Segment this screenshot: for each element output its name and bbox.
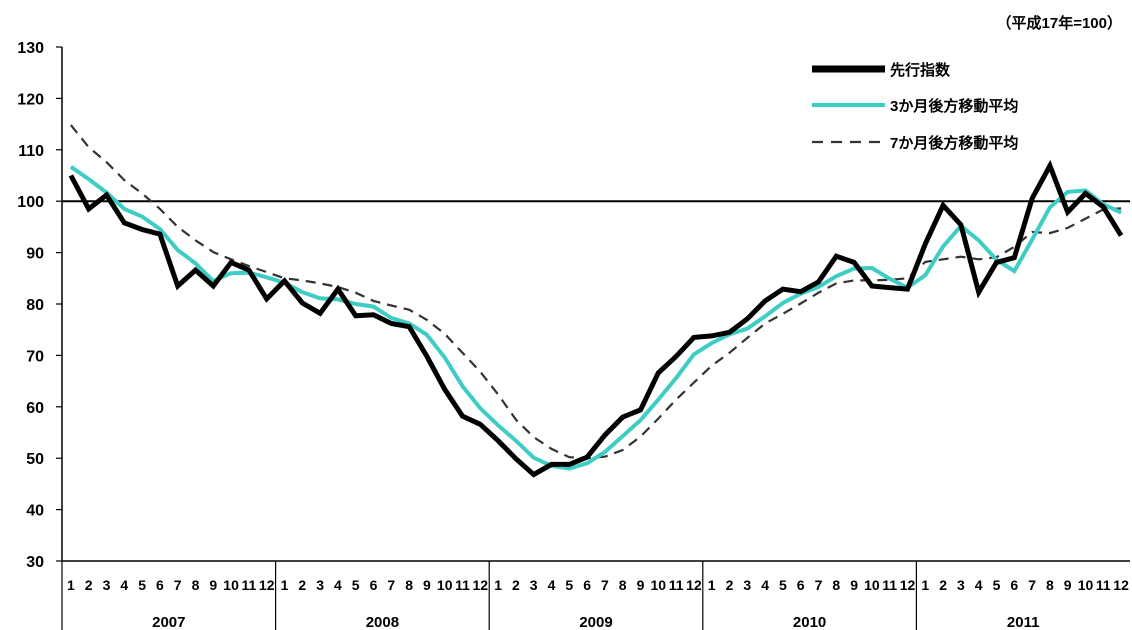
- x-tick-label: 6: [370, 577, 378, 593]
- y-tick-label: 80: [26, 297, 44, 314]
- x-tick-label: 3: [530, 577, 538, 593]
- y-tick-label: 120: [17, 91, 44, 108]
- x-tick-label: 11: [241, 577, 256, 593]
- y-tick-label: 110: [18, 143, 44, 160]
- x-tick-label: 2: [298, 577, 306, 593]
- year-label: 2008: [366, 614, 399, 630]
- year-label: 2007: [152, 614, 185, 630]
- x-tick-label: 4: [975, 577, 983, 593]
- x-tick-label: 6: [797, 577, 805, 593]
- x-tick-label: 9: [850, 577, 858, 593]
- unit-note: （平成17年=100）: [997, 14, 1122, 32]
- legend-label-1: 先行指数: [890, 61, 951, 79]
- y-tick-label: 40: [26, 503, 44, 520]
- x-tick-label: 11: [1096, 577, 1111, 593]
- x-tick-label: 2: [85, 577, 93, 593]
- x-tick-label: 11: [455, 577, 470, 593]
- series-line-2: [69, 165, 1122, 471]
- x-tick-label: 12: [900, 577, 916, 593]
- x-tick-label: 2: [726, 577, 734, 593]
- x-tick-label: 9: [423, 577, 431, 593]
- x-tick-label: 1: [494, 577, 502, 593]
- x-tick-label: 8: [405, 577, 413, 593]
- x-tick-label: 6: [1010, 577, 1018, 593]
- y-tick-label: 60: [26, 400, 44, 417]
- x-tick-label: 7: [1028, 577, 1036, 593]
- x-tick-label: 7: [174, 577, 182, 593]
- x-tick-label: 3: [103, 577, 111, 593]
- x-tick-label: 4: [548, 577, 556, 593]
- x-tick-label: 1: [921, 577, 929, 593]
- x-tick-label: 5: [993, 577, 1001, 593]
- x-tick-label: 10: [223, 577, 239, 593]
- y-tick-label: 30: [26, 554, 44, 571]
- x-tick-label: 8: [192, 577, 200, 593]
- x-tick-label: 3: [957, 577, 965, 593]
- x-tick-label: 8: [832, 577, 840, 593]
- legend-label-3: 7か月後方移動平均: [890, 134, 1018, 152]
- legend: 先行指数 3か月後方移動平均 7か月後方移動平均: [812, 61, 1018, 152]
- x-tick-label: 10: [864, 577, 880, 593]
- x-tick-label: 12: [686, 577, 702, 593]
- x-tick-label: 5: [565, 577, 573, 593]
- x-tick-label: 1: [708, 577, 716, 593]
- x-tick-label: 11: [669, 577, 684, 593]
- x-tick-label: 7: [387, 577, 395, 593]
- x-tick-label: 8: [1046, 577, 1054, 593]
- x-tick-label: 7: [601, 577, 609, 593]
- y-tick-label: 100: [17, 194, 44, 211]
- x-tick-label: 9: [637, 577, 645, 593]
- x-tick-label: 9: [1064, 577, 1072, 593]
- year-label: 2011: [1007, 614, 1040, 630]
- x-tick-label: 4: [120, 577, 128, 593]
- y-tick-label: 90: [26, 246, 44, 263]
- x-tick-label: 12: [1113, 577, 1129, 593]
- x-tick-label: 11: [882, 577, 897, 593]
- year-label: 2010: [793, 614, 826, 630]
- x-tick-label: 5: [352, 577, 360, 593]
- x-tick-label: 5: [779, 577, 787, 593]
- x-tick-label: 6: [583, 577, 591, 593]
- series-line-3: [70, 124, 1122, 460]
- y-tick-label: 50: [26, 451, 44, 468]
- legend-label-2: 3か月後方移動平均: [890, 97, 1018, 115]
- x-tick-label: 12: [259, 577, 275, 593]
- x-tick-label: 7: [815, 577, 823, 593]
- x-tick-label: 9: [209, 577, 217, 593]
- x-tick-label: 10: [437, 577, 453, 593]
- x-tick-label: 1: [67, 577, 75, 593]
- x-tick-label: 8: [619, 577, 627, 593]
- x-tick-label: 6: [156, 577, 164, 593]
- x-tick-label: 4: [761, 577, 769, 593]
- y-tick-label: 130: [17, 40, 44, 57]
- series-line-1: [68, 159, 1124, 478]
- x-tick-label: 1: [281, 577, 289, 593]
- y-tick-label: 70: [26, 348, 44, 365]
- x-tick-label: 3: [743, 577, 751, 593]
- x-tick-label: 3: [316, 577, 324, 593]
- x-tick-label: 12: [473, 577, 489, 593]
- x-tick-label: 5: [138, 577, 146, 593]
- x-tick-label: 2: [939, 577, 947, 593]
- x-tick-label: 2: [512, 577, 520, 593]
- year-label: 2009: [579, 614, 612, 630]
- x-tick-label: 10: [651, 577, 667, 593]
- x-tick-label: 10: [1078, 577, 1094, 593]
- x-tick-label: 4: [334, 577, 342, 593]
